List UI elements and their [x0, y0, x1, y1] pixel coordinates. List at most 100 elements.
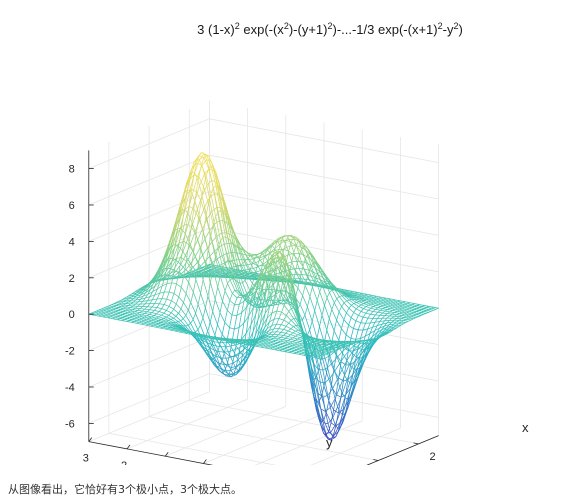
mesh-segment	[361, 343, 367, 350]
mesh-segment	[200, 317, 204, 326]
mesh-segment	[312, 278, 316, 288]
mesh-segment	[319, 339, 325, 342]
mesh-segment	[370, 311, 374, 315]
mesh-segment	[390, 298, 396, 301]
mesh-segment	[178, 313, 184, 319]
mesh-segment	[309, 343, 315, 346]
mesh-segment	[399, 316, 404, 318]
mesh-segment	[277, 278, 283, 281]
mesh-segment	[394, 315, 400, 318]
mesh-segment	[171, 257, 177, 262]
mesh-segment	[234, 297, 238, 305]
mesh-segment	[188, 282, 194, 293]
mesh-segment	[229, 293, 233, 301]
mesh-segment	[211, 344, 217, 347]
mesh-segment	[216, 258, 221, 266]
mesh-segment	[284, 348, 290, 350]
z-tick-label: 6	[69, 200, 75, 212]
mesh-segment	[122, 314, 128, 316]
mesh-segment	[181, 241, 185, 258]
mesh-segment	[290, 328, 296, 332]
mesh-segment	[170, 259, 177, 270]
mesh-segment	[398, 324, 402, 328]
mesh-segment	[197, 325, 201, 330]
mesh-segment	[349, 364, 353, 368]
mesh-segment	[341, 347, 347, 353]
mesh-segment	[336, 369, 343, 380]
mesh-segment	[237, 247, 244, 264]
mesh-segment	[416, 308, 422, 310]
mesh-segment	[208, 347, 213, 354]
mesh-segment	[131, 322, 137, 324]
mesh-segment	[377, 323, 383, 326]
mesh-segment	[302, 343, 307, 346]
mesh-segment	[298, 353, 304, 356]
mesh-segment	[374, 332, 378, 339]
mesh-segment	[365, 339, 372, 345]
mesh-segment	[312, 362, 319, 370]
mesh-segment	[158, 325, 163, 328]
mesh-segment	[96, 313, 101, 316]
mesh-segment	[260, 285, 264, 303]
mesh-segment	[178, 308, 182, 314]
mesh-segment	[304, 285, 311, 297]
mesh-segment	[374, 318, 378, 323]
mesh-segment	[221, 369, 227, 372]
mesh-segment	[255, 302, 261, 315]
mesh-segment	[159, 276, 165, 282]
mesh-segment	[238, 364, 244, 371]
mesh-segment	[248, 307, 254, 317]
mesh-segment	[360, 308, 364, 312]
mesh-segment	[267, 262, 271, 276]
mesh-segment	[156, 317, 162, 320]
mesh-segment	[285, 325, 291, 330]
mesh-segment	[171, 282, 177, 285]
mesh-segment	[334, 387, 341, 399]
mesh-segment	[382, 322, 387, 325]
mesh-segment	[241, 301, 245, 313]
mesh-segment	[332, 406, 338, 418]
mesh-segment	[197, 209, 201, 220]
mesh-segment	[283, 315, 287, 321]
mesh-segment	[282, 343, 288, 345]
mesh-segment	[252, 258, 256, 263]
mesh-segment	[335, 349, 339, 352]
mesh-segment	[312, 286, 318, 301]
mesh-segment	[327, 417, 334, 424]
mesh-segment	[229, 278, 233, 280]
mesh-segment	[191, 275, 196, 278]
mesh-segment	[327, 352, 331, 355]
mesh-segment	[231, 304, 235, 316]
mesh-segment	[216, 365, 222, 370]
mesh-segment	[255, 320, 259, 336]
mesh-segment	[220, 346, 224, 353]
mesh-segment	[346, 312, 352, 318]
mesh-segment	[324, 280, 328, 283]
mesh-segment	[319, 271, 326, 283]
mesh-segment	[259, 313, 266, 325]
mesh-segment	[269, 328, 275, 331]
mesh-segment	[236, 342, 242, 344]
mesh-segment	[259, 289, 263, 300]
mesh-segment	[188, 169, 193, 181]
mesh-segment	[327, 367, 331, 379]
mesh-segment	[163, 324, 169, 327]
mesh-segment	[346, 347, 350, 351]
mesh-segment	[366, 293, 372, 296]
mesh-segment	[213, 170, 217, 183]
mesh-segment	[234, 340, 240, 343]
mesh-segment	[204, 174, 208, 186]
mesh-segment	[314, 310, 320, 327]
mesh-segment	[257, 252, 263, 255]
mesh-segment	[378, 297, 384, 300]
mesh-segment	[204, 207, 208, 220]
mesh-segment	[224, 310, 228, 323]
mesh-segment	[229, 300, 235, 305]
mesh-segment	[247, 344, 253, 351]
mesh-segment	[209, 347, 215, 351]
mesh-segment	[342, 393, 346, 398]
mesh-segment	[295, 318, 302, 328]
mesh-segment	[336, 298, 342, 307]
mesh-segment	[222, 300, 228, 311]
mesh-segment	[276, 331, 282, 333]
